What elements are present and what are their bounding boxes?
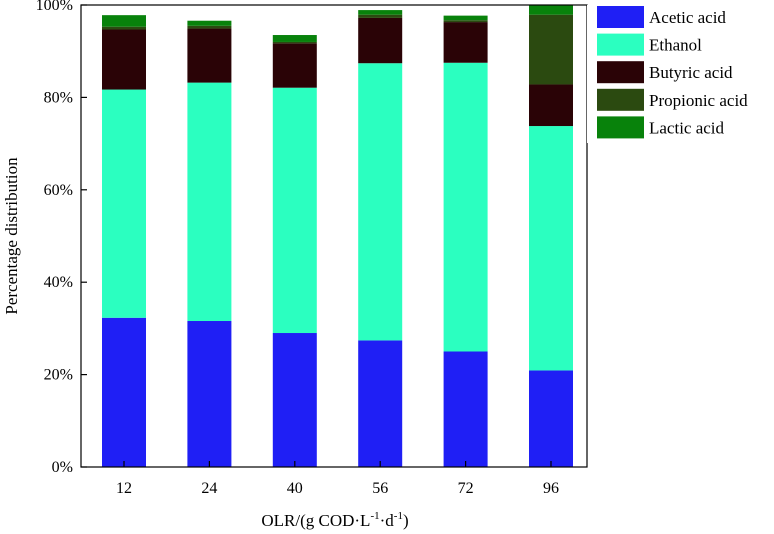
bar-24-lactic-acid [187,20,232,26]
bar-96-propionic-acid [529,14,573,85]
bar-56-butyric-acid [358,17,403,64]
legend-label-butyric-acid: Butyric acid [649,63,733,82]
bar-40-lactic-acid [272,35,317,42]
bar-24-ethanol [187,82,232,322]
y-tick-label: 40% [44,274,73,291]
bar-24-butyric-acid [187,28,232,83]
bar-96-acetic-acid [529,370,573,467]
bar-40-butyric-acid [272,43,317,88]
y-tick-label: 60% [44,182,73,199]
bar-12-propionic-acid [102,26,146,30]
bar-40-propionic-acid [272,41,317,44]
bar-72-butyric-acid [443,22,488,63]
y-tick-label: 100% [36,0,73,14]
x-tick-label: 24 [201,480,217,497]
y-tick-label: 20% [44,367,73,384]
bar-12-butyric-acid [102,29,146,90]
bar-40-ethanol [272,87,317,334]
bar-56-propionic-acid [358,14,403,18]
bar-96-butyric-acid [529,84,573,127]
bar-56-lactic-acid [358,10,403,15]
x-axis-title-mid: ·d [380,511,395,530]
legend-label-propionic-acid: Propionic acid [649,91,748,110]
bars-layer [102,5,573,467]
y-tick-label: 80% [44,89,73,106]
plot-frame [80,4,588,468]
bar-40-acetic-acid [272,333,317,467]
legend-label-ethanol: Ethanol [649,36,702,55]
x-axis-title-main: OLR/(g COD·L [261,511,370,530]
y-axis-title: Percentage distribution [2,157,21,315]
legend-swatch-lactic-acid [597,116,644,139]
bar-12-lactic-acid [102,15,146,27]
bar-24-propionic-acid [187,25,232,29]
legend-label-lactic-acid: Lactic acid [649,118,725,137]
bar-56-ethanol [358,63,403,341]
x-tick-label: 96 [543,480,559,497]
x-tick-label: 40 [287,480,303,497]
bar-96-lactic-acid [529,5,573,15]
bar-12-acetic-acid [102,317,146,467]
bar-72-ethanol [443,62,488,352]
legend-swatch-acetic-acid [597,6,644,28]
legend-swatch-butyric-acid [597,61,644,84]
bar-72-propionic-acid [443,20,488,23]
y-tick-label: 0% [52,459,73,476]
legend-swatch-propionic-acid [597,88,644,111]
x-tick-label: 12 [116,480,132,497]
bar-56-acetic-acid [358,340,403,467]
bar-24-acetic-acid [187,321,232,467]
bar-72-acetic-acid [443,351,488,467]
bar-12-ethanol [102,89,146,318]
legend: Acetic acid Ethanol Butyric acid Propionic … [587,5,773,143]
x-axis-title-end: ) [403,511,409,530]
legend-swatch-ethanol [597,33,644,56]
bar-72-lactic-acid [443,15,488,21]
bar-96-ethanol [529,126,573,371]
x-axis-title-sup2: -1 [394,510,403,522]
legend-label-acetic-acid: Acetic acid [649,8,726,27]
x-tick-label: 56 [372,480,388,497]
x-axis-title-sup1: -1 [370,510,379,522]
x-tick-label: 72 [458,480,474,497]
x-axis-title: OLR/(g COD·L-1·d-1) [261,510,408,530]
axes-layer: 0% 20% 40% 60% 80% 100% 12 24 40 56 72 96 [36,0,559,497]
